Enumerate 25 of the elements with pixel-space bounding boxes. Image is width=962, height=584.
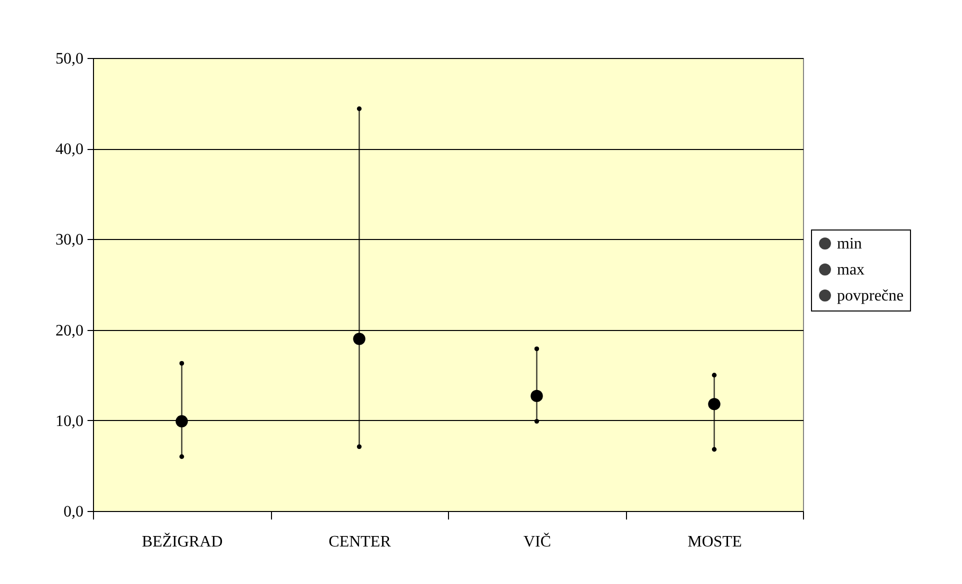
- point: [534, 346, 540, 352]
- point: [356, 106, 362, 112]
- legend-label: min: [837, 236, 862, 252]
- y-tick-label: 0,0: [64, 504, 84, 520]
- legend-label: povprečne: [837, 288, 904, 304]
- point: [179, 360, 184, 366]
- y-tick-label: 20,0: [56, 322, 84, 340]
- point: [530, 390, 543, 402]
- x-tick-label: MOSTE: [688, 534, 742, 550]
- x-tick-label: BEŽIGRAD: [142, 532, 223, 550]
- x-tick-label: VIČ: [523, 532, 552, 550]
- y-tick-label: 40,0: [56, 141, 84, 158]
- point: [712, 372, 717, 378]
- point: [712, 447, 717, 452]
- y-tick-label: 30,0: [56, 232, 84, 249]
- x-tick-label: CENTER: [328, 534, 392, 550]
- point: [356, 444, 362, 450]
- point: [534, 418, 540, 424]
- point: [708, 398, 720, 410]
- point: [176, 415, 188, 428]
- legend-label: max: [837, 262, 865, 278]
- y-tick-label: 50,0: [56, 50, 84, 68]
- y-tick-label: 10,0: [56, 412, 84, 430]
- point: [179, 454, 184, 459]
- point: [353, 332, 366, 345]
